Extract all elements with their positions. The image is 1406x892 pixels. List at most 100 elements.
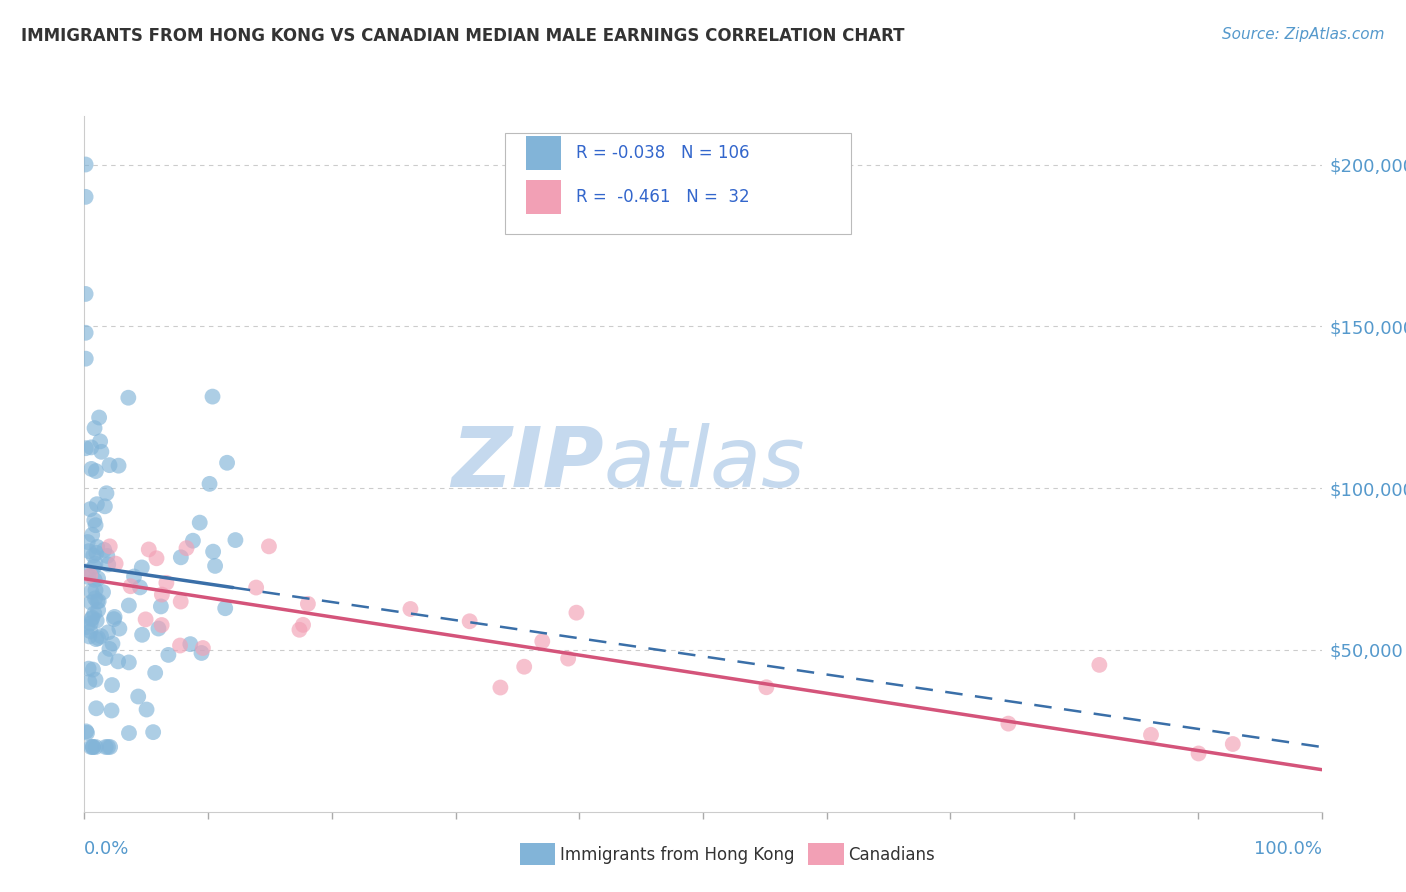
Point bbox=[83, 559, 105, 574]
Point bbox=[107, 458, 129, 473]
Point bbox=[135, 612, 157, 626]
Point bbox=[150, 588, 173, 602]
Point bbox=[84, 583, 107, 598]
Point bbox=[297, 597, 319, 611]
Point bbox=[84, 591, 107, 606]
Point bbox=[86, 546, 108, 560]
Point bbox=[79, 568, 101, 582]
Point bbox=[257, 540, 280, 554]
Point bbox=[84, 673, 107, 687]
Point bbox=[94, 739, 117, 754]
Point bbox=[755, 680, 778, 694]
Point bbox=[565, 606, 588, 620]
Point bbox=[98, 458, 121, 472]
Point bbox=[149, 599, 172, 614]
Point bbox=[489, 681, 512, 695]
Point bbox=[79, 675, 101, 690]
Point bbox=[135, 702, 157, 716]
Text: R = -0.038   N = 106: R = -0.038 N = 106 bbox=[575, 144, 749, 162]
Point bbox=[75, 724, 97, 739]
Point bbox=[80, 441, 103, 455]
Point bbox=[148, 622, 170, 636]
Point bbox=[169, 639, 191, 653]
Point bbox=[122, 569, 145, 583]
Point bbox=[108, 622, 131, 636]
Point bbox=[80, 462, 103, 476]
Point bbox=[94, 651, 117, 665]
Point bbox=[181, 533, 204, 548]
FancyBboxPatch shape bbox=[526, 136, 561, 169]
Point bbox=[90, 445, 112, 459]
Point bbox=[155, 575, 177, 590]
Point bbox=[76, 620, 98, 634]
Point bbox=[120, 579, 142, 593]
Point bbox=[531, 634, 554, 648]
Point bbox=[245, 581, 267, 595]
Point bbox=[77, 570, 100, 584]
Point bbox=[188, 516, 211, 530]
Point bbox=[79, 624, 101, 639]
Point bbox=[87, 603, 110, 617]
Text: 0.0%: 0.0% bbox=[84, 839, 129, 857]
Point bbox=[82, 610, 104, 624]
Point bbox=[87, 410, 110, 425]
Point bbox=[80, 739, 103, 754]
Point bbox=[157, 648, 180, 662]
Point bbox=[75, 441, 97, 455]
Text: 100.0%: 100.0% bbox=[1254, 839, 1322, 857]
Point bbox=[170, 550, 193, 565]
Point bbox=[84, 739, 107, 754]
Point bbox=[1140, 728, 1163, 742]
Point bbox=[98, 641, 121, 656]
Point bbox=[131, 628, 153, 642]
Point bbox=[77, 662, 100, 676]
Point bbox=[557, 651, 579, 665]
Point bbox=[76, 535, 98, 549]
Point bbox=[458, 615, 481, 629]
Point bbox=[84, 701, 107, 715]
Point bbox=[127, 690, 149, 704]
Point bbox=[131, 560, 153, 574]
Point bbox=[87, 572, 110, 586]
Point bbox=[79, 502, 101, 516]
Point bbox=[190, 646, 212, 660]
Point bbox=[87, 631, 110, 645]
Point bbox=[214, 601, 236, 615]
Point bbox=[84, 464, 107, 478]
Point bbox=[84, 557, 107, 571]
Point bbox=[143, 665, 166, 680]
Point bbox=[129, 581, 152, 595]
Point bbox=[86, 540, 108, 554]
Point bbox=[79, 616, 101, 631]
Point bbox=[89, 434, 111, 449]
Point bbox=[82, 739, 104, 754]
Text: IMMIGRANTS FROM HONG KONG VS CANADIAN MEDIAN MALE EARNINGS CORRELATION CHART: IMMIGRANTS FROM HONG KONG VS CANADIAN ME… bbox=[21, 27, 904, 45]
Point bbox=[103, 612, 125, 626]
Point bbox=[98, 739, 121, 754]
Point bbox=[83, 607, 105, 621]
Text: Immigrants from Hong Kong: Immigrants from Hong Kong bbox=[560, 846, 794, 863]
Point bbox=[104, 557, 127, 571]
Point bbox=[100, 704, 122, 718]
Text: ZIP: ZIP bbox=[451, 424, 605, 504]
Point bbox=[288, 623, 311, 637]
Point bbox=[191, 641, 214, 656]
Text: atlas: atlas bbox=[605, 424, 806, 504]
Point bbox=[77, 630, 100, 644]
Text: R =  -0.461   N =  32: R = -0.461 N = 32 bbox=[575, 188, 749, 206]
Point bbox=[90, 629, 112, 643]
Point bbox=[84, 518, 107, 533]
Point bbox=[75, 190, 97, 204]
Point bbox=[103, 610, 125, 624]
Point bbox=[1187, 747, 1209, 761]
Point bbox=[82, 549, 104, 563]
Point bbox=[76, 564, 98, 578]
Point bbox=[150, 618, 173, 632]
Point bbox=[86, 497, 108, 511]
FancyBboxPatch shape bbox=[505, 134, 852, 235]
Point bbox=[118, 656, 141, 670]
Point bbox=[77, 544, 100, 558]
Point bbox=[202, 544, 225, 558]
Point bbox=[93, 542, 115, 557]
Point bbox=[1222, 737, 1244, 751]
